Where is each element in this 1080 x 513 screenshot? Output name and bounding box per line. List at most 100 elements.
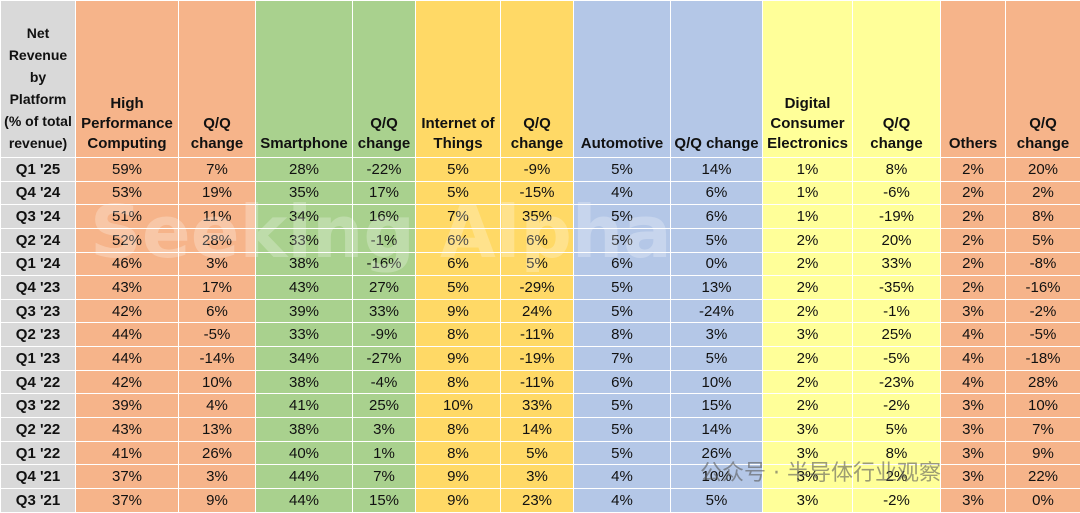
table-cell: 6%	[573, 251, 671, 277]
table-cell: 13%	[670, 275, 763, 300]
table-cell: 5%	[573, 440, 671, 466]
header-cell: Q/Q change	[500, 0, 574, 158]
row-label: Q3 '24	[0, 204, 76, 229]
table-row: Q4 '21 37% 3% 44% 7% 9% 3% 4% 10% 3% 2% 3% 22%	[0, 464, 1080, 489]
table-cell: 5%	[500, 440, 574, 466]
table-cell: 10%	[670, 369, 763, 395]
table-cell: 2%	[762, 227, 853, 253]
table-cell: 8%	[415, 369, 501, 395]
table-cell: 28%	[178, 227, 256, 253]
table-cell: -11%	[500, 369, 574, 395]
table-cell: 9%	[1005, 440, 1080, 466]
table-row: Q1 '23 44% -14% 34% -27% 9% -19% 7% 5% 2% -5% 4% -18…	[0, 346, 1080, 371]
table-cell: 39%	[255, 298, 353, 324]
table-cell: 10%	[670, 464, 763, 489]
table-cell: -11%	[500, 322, 574, 348]
table-row: Q4 '23 43% 17% 43% 27% 5% -29% 5% 13% 2% -35% 2% -16…	[0, 275, 1080, 300]
table-row: Q3 '23 42% 6% 39% 33% 9% 24% 5% -24% 2% -1% 3% -2%	[0, 298, 1080, 324]
table-cell: -23%	[852, 369, 941, 395]
table-cell: 3%	[940, 417, 1006, 442]
table-cell: 5%	[573, 393, 671, 419]
table-cell: 44%	[255, 464, 353, 489]
table-cell: 15%	[352, 487, 416, 513]
table-cell: 25%	[852, 322, 941, 348]
table-cell: 0%	[670, 251, 763, 277]
table-cell: 24%	[500, 298, 574, 324]
table-cell: 2%	[940, 251, 1006, 277]
table-cell: 5%	[670, 346, 763, 371]
table-cell: 5%	[573, 417, 671, 442]
table-cell: -5%	[1005, 322, 1080, 348]
table-cell: 38%	[255, 417, 353, 442]
row-label: Q1 '25	[0, 157, 76, 182]
row-label: Q4 '22	[0, 369, 76, 395]
header-cell: Others	[940, 0, 1006, 158]
table-cell: 2%	[762, 369, 853, 395]
table-cell: -29%	[500, 275, 574, 300]
row-label: Q1 '23	[0, 346, 76, 371]
table-cell: -5%	[852, 346, 941, 371]
row-label: Q1 '24	[0, 251, 76, 277]
table-cell: 33%	[255, 322, 353, 348]
table-row: Q2 '22 43% 13% 38% 3% 8% 14% 5% 14% 3% 5% 3% 7%	[0, 417, 1080, 442]
table-cell: 3%	[762, 440, 853, 466]
table-cell: 19%	[178, 180, 256, 206]
row-label: Q4 '23	[0, 275, 76, 300]
table-cell: 3%	[940, 487, 1006, 513]
header-cell: Smartphone	[255, 0, 353, 158]
table-cell: 51%	[75, 204, 179, 229]
table-row: Q1 '22 41% 26% 40% 1% 8% 5% 5% 26% 3% 8% 3% 9%	[0, 440, 1080, 466]
table-cell: -8%	[1005, 251, 1080, 277]
table-cell: 44%	[255, 487, 353, 513]
table-cell: 4%	[573, 180, 671, 206]
table-cell: 37%	[75, 487, 179, 513]
table-cell: 17%	[352, 180, 416, 206]
table-cell: 41%	[75, 440, 179, 466]
table-cell: -24%	[670, 298, 763, 324]
table-cell: 13%	[178, 417, 256, 442]
table-cell: -22%	[352, 157, 416, 182]
table-cell: 2%	[940, 275, 1006, 300]
table-cell: 53%	[75, 180, 179, 206]
table-cell: 9%	[415, 464, 501, 489]
table-cell: 39%	[75, 393, 179, 419]
table-cell: 3%	[352, 417, 416, 442]
table-row: Q1 '24 46% 3% 38% -16% 6% 5% 6% 0% 2% 33% 2% -8%	[0, 251, 1080, 277]
table-cell: 37%	[75, 464, 179, 489]
table-cell: 6%	[415, 251, 501, 277]
table-cell: 2%	[762, 275, 853, 300]
table-cell: 6%	[573, 369, 671, 395]
table-cell: 2%	[762, 346, 853, 371]
table-cell: 9%	[415, 346, 501, 371]
header-row: Net Revenue by Platform (% of total reve…	[0, 0, 1080, 158]
table-cell: -6%	[852, 180, 941, 206]
row-label: Q1 '22	[0, 440, 76, 466]
table-cell: -27%	[352, 346, 416, 371]
table-cell: -9%	[500, 157, 574, 182]
header-cell: Q/Q change	[670, 0, 763, 158]
table-cell: 7%	[415, 204, 501, 229]
table-cell: 4%	[178, 393, 256, 419]
table-row: Q2 '23 44% -5% 33% -9% 8% -11% 8% 3% 3% 25% 4% -5%	[0, 322, 1080, 348]
table-cell: -2%	[852, 487, 941, 513]
table-cell: 2%	[940, 204, 1006, 229]
row-label: Q4 '21	[0, 464, 76, 489]
table-cell: -1%	[352, 227, 416, 253]
table-cell: 5%	[573, 157, 671, 182]
row-label: Q2 '24	[0, 227, 76, 253]
table-cell: 5%	[573, 298, 671, 324]
table-cell: 8%	[415, 322, 501, 348]
table-row: Q3 '24 51% 11% 34% 16% 7% 35% 5% 6% 1% -19% 2% 8%	[0, 204, 1080, 229]
header-cell: Q/Q change	[852, 0, 941, 158]
table-cell: 38%	[255, 251, 353, 277]
table-cell: 9%	[415, 298, 501, 324]
table-cell: 4%	[940, 369, 1006, 395]
table-cell: 7%	[352, 464, 416, 489]
header-cell: Q/Q change	[178, 0, 256, 158]
table-cell: 2%	[762, 393, 853, 419]
table-cell: 15%	[670, 393, 763, 419]
table-cell: 14%	[500, 417, 574, 442]
table-row: Q1 '25 59% 7% 28% -22% 5% -9% 5% 14% 1% 8% 2% 20%	[0, 157, 1080, 182]
